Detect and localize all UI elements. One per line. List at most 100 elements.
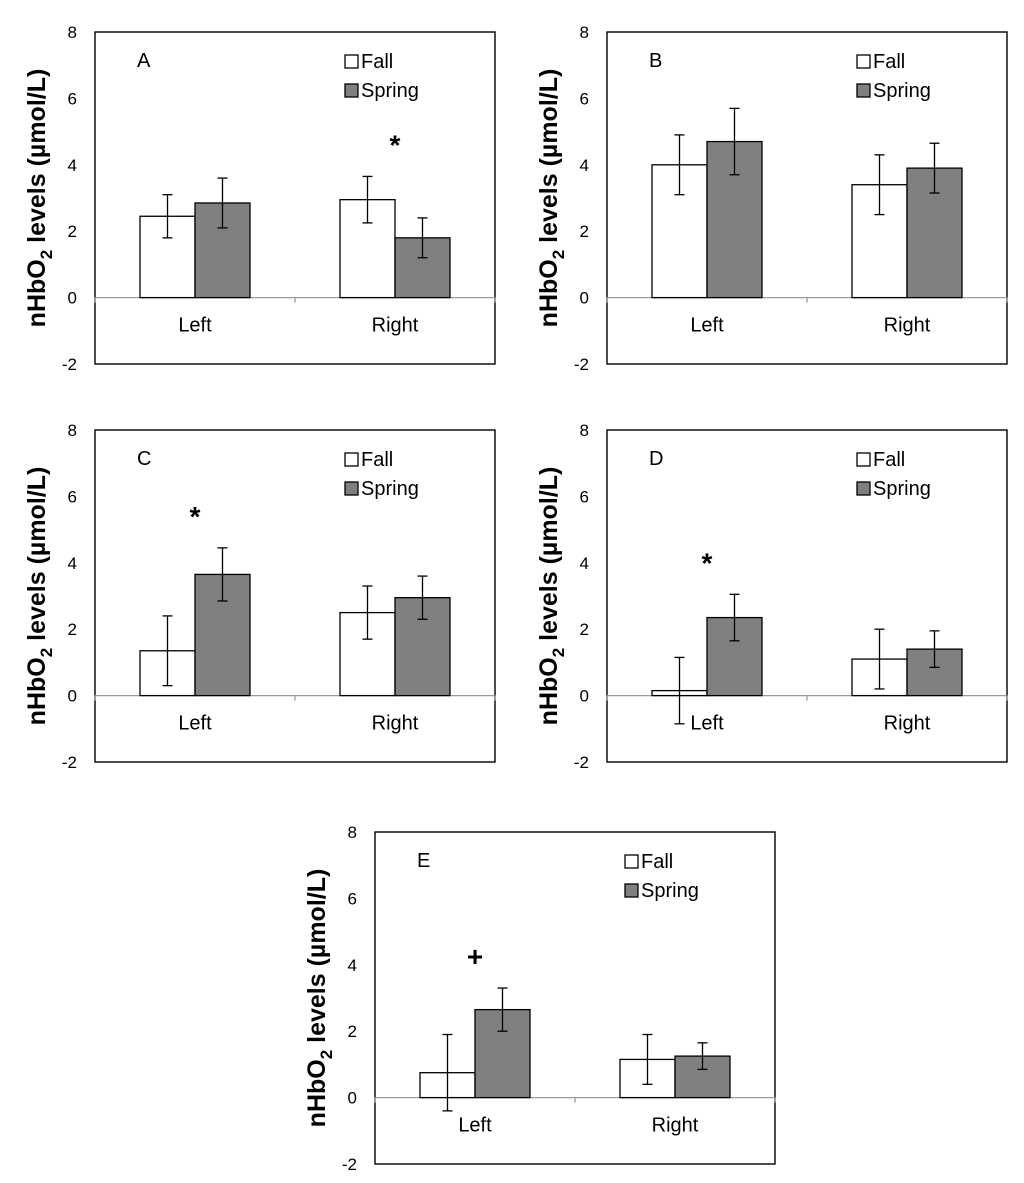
y-tick-label: 4 [580,554,589,573]
panel-label: C [137,448,151,470]
y-tick-label: 4 [68,554,77,573]
y-tick-label: -2 [574,753,589,772]
significance-marker: + [467,941,483,972]
y-axis-label: nHbO2 levels (µmol/L) [535,69,568,328]
y-tick-label: 0 [348,1089,357,1108]
y-tick-label: 6 [580,89,589,108]
plot-frame [94,429,496,763]
y-axis-label-main: nHbO [535,657,563,725]
y-tick-label: 2 [68,222,77,241]
legend-swatch-fall [856,452,871,467]
legend-swatch-spring [856,83,871,98]
panel-label: A [137,50,151,72]
y-axis-label-main: nHbO [23,657,51,725]
significance-marker: * [390,129,401,160]
y-axis-label-units: levels (µmol/L) [535,467,563,648]
y-tick-label: 6 [68,89,77,108]
legend-swatch-spring [624,883,639,898]
y-tick-label: -2 [574,355,589,374]
x-category-label: Right [652,1115,699,1137]
legend-swatch-fall [344,54,359,69]
y-axis-label-main: nHbO [303,1059,331,1127]
y-axis-label-main: nHbO [23,259,51,327]
legend-label-fall: Fall [873,449,905,471]
x-category-label: Left [690,713,724,735]
y-axis-label-units: levels (µmol/L) [303,869,331,1050]
legend-swatch-fall [624,854,639,869]
y-axis-label: nHbO2 levels (µmol/L) [23,69,56,328]
x-category-label: Left [458,1115,492,1137]
y-tick-label: 4 [348,956,357,975]
legend-swatch-spring [856,481,871,496]
legend-label-spring: Spring [873,80,931,102]
legend-label-spring: Spring [873,478,931,500]
y-tick-label: 6 [68,487,77,506]
y-tick-label: 4 [580,156,589,175]
panel-label: E [417,850,430,872]
legend-swatch-spring [344,481,359,496]
panel-label: D [649,448,663,470]
y-tick-label: 8 [348,823,357,842]
y-axis-label-subscript: 2 [549,250,568,259]
legend-swatch-fall [344,452,359,467]
significance-marker: * [702,547,713,578]
y-tick-label: 0 [68,687,77,706]
x-category-label: Right [372,315,419,337]
y-tick-label: 2 [580,222,589,241]
y-tick-label: 0 [580,687,589,706]
legend-label-spring: Spring [361,80,419,102]
y-tick-label: 6 [580,487,589,506]
y-axis-label: nHbO2 levels (µmol/L) [303,869,336,1128]
plot-frame [374,831,776,1165]
y-axis-label-subscript: 2 [317,1050,336,1059]
y-tick-label: 2 [580,620,589,639]
plot-frame [94,31,496,365]
y-axis-label-subscript: 2 [37,250,56,259]
legend-label-spring: Spring [641,880,699,902]
y-tick-label: -2 [62,355,77,374]
y-tick-label: 2 [348,1022,357,1041]
legend-label-fall: Fall [641,851,673,873]
bar-spring-left [474,1008,531,1099]
x-category-label: Left [178,315,212,337]
y-axis-label-units: levels (µmol/L) [535,69,563,250]
y-axis-label-subscript: 2 [37,648,56,657]
y-tick-label: 6 [348,889,357,908]
legend-swatch-fall [856,54,871,69]
y-tick-label: 8 [580,421,589,440]
legend-label-fall: Fall [361,51,393,73]
significance-marker: * [190,501,201,532]
x-category-label: Left [690,315,724,337]
y-tick-label: 8 [68,23,77,42]
x-category-label: Right [372,713,419,735]
y-tick-label: 2 [68,620,77,639]
legend-label-fall: Fall [361,449,393,471]
x-category-label: Left [178,713,212,735]
bar-fall-right [339,199,396,299]
y-axis-label-units: levels (µmol/L) [23,467,51,648]
y-tick-label: 0 [580,289,589,308]
y-tick-label: 8 [68,421,77,440]
y-axis-label: nHbO2 levels (µmol/L) [23,467,56,726]
x-category-label: Right [884,315,931,337]
y-tick-label: 0 [68,289,77,308]
legend-label-fall: Fall [873,51,905,73]
y-tick-label: -2 [62,753,77,772]
y-axis-label-main: nHbO [535,259,563,327]
y-tick-label: 4 [68,156,77,175]
x-category-label: Right [884,713,931,735]
y-tick-label: -2 [342,1155,357,1174]
y-axis-label: nHbO2 levels (µmol/L) [535,467,568,726]
panel-label: B [649,50,662,72]
plot-frame [606,429,1008,763]
legend-swatch-spring [344,83,359,98]
y-tick-label: 8 [580,23,589,42]
y-axis-label-units: levels (µmol/L) [23,69,51,250]
y-axis-label-subscript: 2 [549,648,568,657]
legend-label-spring: Spring [361,478,419,500]
